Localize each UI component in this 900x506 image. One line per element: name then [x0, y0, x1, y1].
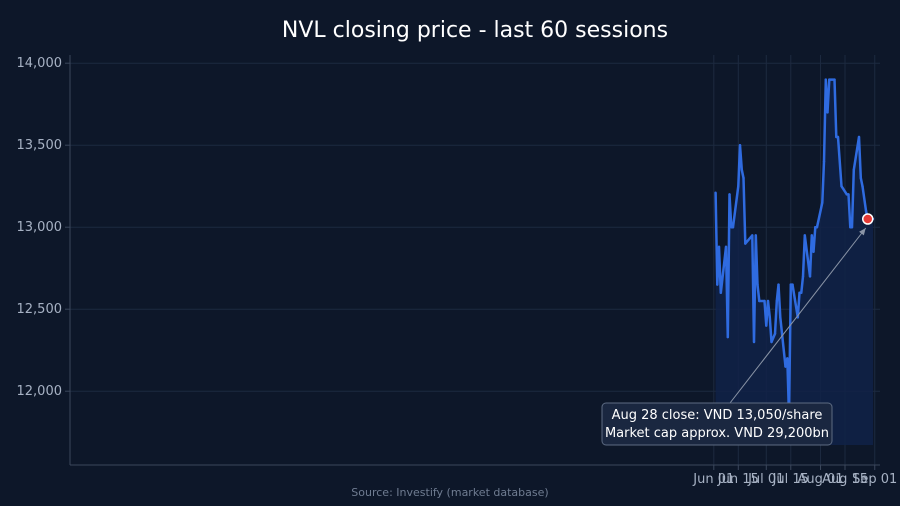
- price-point: [724, 245, 728, 249]
- price-point: [803, 234, 806, 237]
- price-point: [768, 316, 771, 319]
- annotation-box: [601, 402, 833, 446]
- price-point: [801, 275, 805, 278]
- price-point: [765, 324, 768, 327]
- price-point: [766, 299, 770, 303]
- y-tick-label: 12,500: [17, 302, 63, 317]
- price-point: [847, 193, 850, 196]
- price-point: [719, 291, 722, 294]
- price-point: [833, 78, 836, 81]
- price-point: [770, 340, 773, 344]
- price-point: [773, 332, 777, 335]
- y-tick-label: 14,000: [17, 56, 63, 71]
- x-tick-label: Sep 01: [852, 472, 897, 487]
- y-tick-label: 13,500: [17, 138, 63, 153]
- price-point: [754, 234, 757, 237]
- x-tick-label: Aug 01: [797, 472, 843, 487]
- price-point: [751, 234, 754, 237]
- price-point: [810, 234, 813, 237]
- price-point: [786, 357, 789, 360]
- y-tick-label: 13,000: [17, 220, 63, 235]
- price-point: [800, 291, 803, 294]
- price-point: [835, 135, 838, 139]
- price-point: [716, 283, 719, 286]
- x-tick-label: Jun 01: [692, 472, 734, 487]
- price-point: [775, 299, 778, 303]
- annotation-line-1: Aug 28 close: VND 13,050/share: [612, 408, 823, 423]
- price-point: [779, 316, 782, 319]
- price-point: [840, 185, 843, 188]
- x-tick-label: Jul 01: [747, 472, 784, 487]
- price-area-fill: [715, 79, 873, 445]
- price-point: [824, 78, 827, 81]
- price-point: [857, 135, 861, 139]
- price-point: [821, 201, 824, 204]
- price-point: [861, 185, 864, 188]
- price-point: [756, 283, 759, 286]
- price-point: [742, 176, 745, 180]
- price-point: [738, 144, 742, 147]
- price-point: [815, 226, 819, 229]
- annotation-line-2: Market cap approx. VND 29,200bn: [605, 426, 829, 441]
- y-axis-ticks: 12,000 12,500 13,000 13,500 14,000: [17, 56, 70, 399]
- price-point: [717, 245, 721, 249]
- price-point: [752, 340, 756, 344]
- price-point: [737, 185, 740, 188]
- chart-title: NVL closing price - last 60 sessions: [282, 18, 668, 43]
- annotation-arrow: [729, 227, 867, 404]
- price-point: [731, 226, 735, 229]
- price-point: [845, 193, 848, 196]
- annotation-arrowhead: [859, 228, 866, 236]
- price-point: [763, 299, 766, 303]
- price-point: [814, 226, 817, 229]
- price-point: [849, 226, 852, 229]
- price-point: [744, 242, 747, 245]
- price-point: [808, 275, 812, 278]
- price-point: [728, 193, 731, 196]
- price-point: [798, 291, 801, 294]
- price-point: [740, 168, 743, 171]
- x-tick-label: Jun 15: [717, 472, 759, 487]
- price-point: [714, 191, 717, 194]
- price-point: [789, 283, 792, 286]
- source-note: Source: Investify (market database): [351, 486, 548, 499]
- price-point: [784, 365, 787, 368]
- price-point: [864, 209, 868, 212]
- x-tick-label: Jul 15: [772, 472, 809, 487]
- price-point: [777, 283, 780, 286]
- price-point: [726, 335, 729, 339]
- price-point: [826, 111, 829, 114]
- price-point: [791, 283, 794, 286]
- price-point: [822, 160, 826, 163]
- price-points: [714, 78, 875, 417]
- price-point: [758, 299, 761, 303]
- price-point: [852, 168, 855, 171]
- highlight-point: [862, 213, 874, 225]
- price-point: [828, 78, 831, 81]
- x-tick-label: Aug 15: [822, 472, 868, 487]
- price-point: [812, 250, 815, 253]
- price-point: [836, 135, 840, 139]
- price-point: [859, 176, 862, 180]
- y-tick-label: 12,000: [17, 384, 63, 399]
- price-point: [850, 226, 854, 229]
- price-point: [730, 226, 733, 229]
